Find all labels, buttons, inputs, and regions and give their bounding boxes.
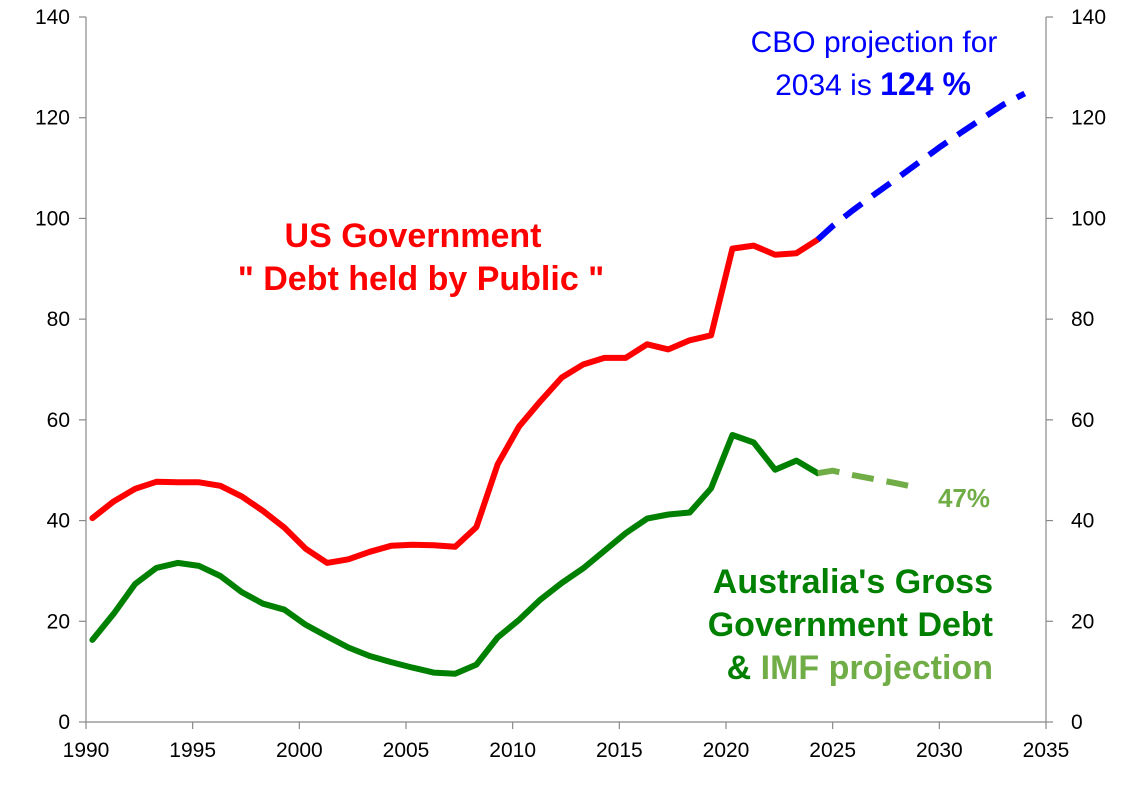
- aus-label-ampersand: &: [727, 649, 761, 687]
- cbo-annotation-line2: 2034 is 124 %: [775, 66, 971, 102]
- y-tick-label-right: 0: [1071, 711, 1083, 734]
- cbo-annotation-value: 124 %: [880, 66, 971, 102]
- y-tick-label-left: 120: [35, 107, 70, 130]
- y-tick-label-right: 140: [1071, 6, 1106, 29]
- axes: 0 20 40 60 80 100 120 140 0 20 40 60 80 100 120 140 1990…: [35, 6, 1106, 762]
- aus_debt-line: [89, 432, 821, 677]
- x-tick-label: 1995: [169, 739, 216, 762]
- x-tick-label: 2035: [1023, 739, 1070, 762]
- y-tick-label-left: 40: [47, 510, 70, 533]
- aus-series-label-line2: Government Debt: [708, 606, 993, 644]
- aus-label-imf: IMF: [761, 649, 820, 687]
- us-series-label-line1: US Government: [285, 217, 542, 255]
- x-tick-label: 2030: [916, 739, 963, 762]
- aus-label-projection: projection: [819, 649, 993, 687]
- y-tick-label-right: 40: [1071, 510, 1094, 533]
- x-tick-label: 2005: [383, 739, 430, 762]
- x-tick-label: 2015: [596, 739, 643, 762]
- y-tick-label-left: 20: [47, 610, 70, 633]
- imf-projection-value: 47%: [938, 483, 990, 513]
- y-tick-label-left: 60: [47, 409, 70, 432]
- y-tick-label-left: 140: [35, 6, 70, 29]
- x-tick-label: 1990: [63, 739, 110, 762]
- aus_imf_projection-line: [817, 467, 919, 491]
- x-tick-label: 2010: [489, 739, 536, 762]
- y-tick-label-right: 120: [1071, 107, 1106, 130]
- x-tick-label: 2025: [809, 739, 856, 762]
- series-group: [89, 90, 1027, 677]
- aus-series-label-line3: & IMF projection: [727, 649, 993, 687]
- y-tick-label-right: 20: [1071, 610, 1094, 633]
- cbo-annotation-line1: CBO projection for: [751, 26, 998, 59]
- us-series-label-line2: " Debt held by Public ": [238, 260, 605, 298]
- y-tick-label-left: 100: [35, 207, 70, 230]
- cbo-annotation-prefix: 2034 is: [775, 69, 880, 102]
- y-tick-label-left: 80: [47, 308, 70, 331]
- us_debt-line: [89, 236, 821, 566]
- us_cbo_projection-line: [815, 90, 1027, 242]
- y-tick-label-right: 100: [1071, 207, 1106, 230]
- y-tick-label-left: 0: [58, 711, 70, 734]
- y-tick-label-right: 80: [1071, 308, 1094, 331]
- x-tick-label: 2000: [276, 739, 323, 762]
- x-tick-label: 2020: [703, 739, 750, 762]
- y-tick-label-right: 60: [1071, 409, 1094, 432]
- aus-series-label-line1: Australia's Gross: [713, 563, 993, 601]
